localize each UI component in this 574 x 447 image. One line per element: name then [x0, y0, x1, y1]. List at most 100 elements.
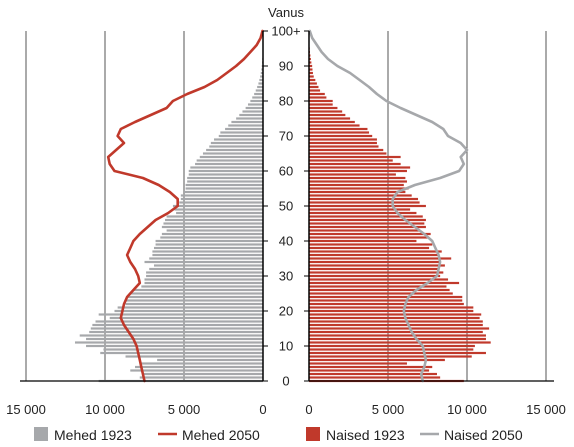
- bar-females-1923: [309, 187, 409, 190]
- bar-males-1923: [125, 302, 263, 306]
- bar-males-1923: [165, 218, 263, 222]
- left-x-tick-label: 5 000: [168, 402, 201, 417]
- line-males-2050: [106, 29, 264, 383]
- bar-females-1923: [309, 152, 387, 155]
- bar-females-1923: [309, 120, 355, 124]
- bar-females-1923: [309, 285, 447, 288]
- bar-males-1923: [98, 313, 264, 316]
- bar-males-1923: [210, 141, 263, 145]
- bar-females-1923: [309, 204, 426, 208]
- bar-males-1923: [220, 131, 263, 134]
- bar-females-1923: [309, 348, 474, 351]
- bar-males-1923: [146, 271, 263, 274]
- bar-females-1923: [309, 117, 351, 120]
- bar-males-1923: [188, 169, 263, 173]
- bar-females-1923: [309, 246, 430, 250]
- bar-males-1923: [185, 183, 263, 187]
- age-tick-label: 20: [279, 304, 293, 319]
- bar-males-1923: [141, 362, 263, 365]
- bar-males-1923: [133, 288, 263, 292]
- bar-males-1923: [185, 187, 263, 190]
- bar-females-1923: [309, 355, 472, 358]
- bar-males-1923: [247, 103, 263, 106]
- line-females-2050: [308, 29, 469, 383]
- bar-males-1923: [188, 173, 263, 176]
- right-x-tick-label: 15 000: [526, 402, 566, 417]
- bar-females-1923: [309, 176, 406, 180]
- bar-males-1923: [135, 365, 263, 369]
- bar-females-1923: [309, 232, 431, 236]
- bar-females-1923: [309, 201, 420, 204]
- bar-females-1923: [309, 292, 453, 295]
- legend-label-males-2050: Mehed 2050: [182, 427, 260, 443]
- bar-males-1923: [259, 78, 263, 82]
- bar-males-1923: [74, 341, 263, 344]
- bar-females-1923: [309, 190, 406, 194]
- bar-females-1923: [309, 127, 368, 131]
- bar-males-1923: [161, 232, 263, 236]
- bar-females-1923: [309, 183, 404, 187]
- bar-females-1923: [309, 138, 377, 141]
- bar-males-1923: [218, 134, 263, 138]
- bar-males-1923: [152, 250, 263, 253]
- right-x-tick-label: 5 000: [372, 402, 405, 417]
- bar-males-1923: [152, 253, 263, 257]
- bar-females-1923: [309, 281, 460, 285]
- bar-males-1923: [231, 120, 263, 124]
- age-tick-label: 50: [279, 199, 293, 214]
- bar-males-1923: [261, 68, 263, 71]
- bar-females-1923: [309, 274, 441, 278]
- axes: 15 000 10 000 5 000 0 0 5 000 10 000 15 000 0 10 2…: [6, 24, 566, 418]
- bar-males-1923: [86, 337, 263, 341]
- age-tick-label: 40: [279, 234, 293, 249]
- left-x-tick-label: 15 000: [6, 402, 46, 417]
- bar-males-1923: [202, 152, 263, 155]
- bar-males-1923: [130, 292, 263, 295]
- bar-males-1923: [79, 334, 263, 337]
- bar-females-1923: [309, 372, 437, 376]
- bars: [74, 29, 491, 383]
- bar-males-1923: [250, 99, 263, 103]
- bar-females-1923: [309, 351, 486, 355]
- bar-females-1923: [309, 239, 417, 243]
- age-tick-label: 0: [282, 374, 289, 389]
- bar-females-1923: [309, 257, 452, 260]
- bar-males-1923: [90, 327, 263, 330]
- bar-males-1923: [176, 211, 263, 215]
- bar-females-1923: [309, 288, 450, 292]
- legend-label-females-2050: Naised 2050: [444, 427, 523, 443]
- legend-label-males-1923: Mehed 1923: [54, 427, 132, 443]
- bar-females-1923: [309, 337, 486, 341]
- bar-males-1923: [144, 278, 263, 281]
- bar-males-1923: [130, 369, 263, 372]
- bar-females-1923: [309, 229, 420, 232]
- bar-females-1923: [309, 267, 439, 271]
- bar-females-1923: [309, 211, 417, 215]
- bar-males-1923: [214, 138, 263, 141]
- bar-males-1923: [95, 320, 264, 323]
- right-x-tick-label: 0: [305, 402, 312, 417]
- bar-females-1923: [309, 131, 370, 134]
- bar-males-1923: [153, 246, 263, 250]
- bar-males-1923: [258, 82, 263, 85]
- bar-females-1923: [309, 358, 445, 362]
- bar-females-1923: [309, 68, 313, 71]
- bar-females-1923: [309, 376, 441, 379]
- bar-males-1923: [114, 309, 263, 313]
- bar-females-1923: [309, 225, 426, 229]
- bar-males-1923: [149, 257, 263, 260]
- legend: Mehed 1923 Mehed 2050 Naised 1923 Naised…: [34, 427, 523, 443]
- age-tick-label: 60: [279, 164, 293, 179]
- bar-females-1923: [309, 208, 411, 211]
- bar-males-1923: [139, 376, 263, 379]
- bar-females-1923: [309, 295, 463, 299]
- bar-males-1923: [245, 106, 263, 110]
- bar-females-1923: [309, 89, 321, 92]
- bar-males-1923: [109, 316, 264, 320]
- bar-females-1923: [309, 260, 441, 264]
- legend-label-females-1923: Naised 1923: [326, 427, 405, 443]
- bar-males-1923: [166, 215, 263, 218]
- bar-males-1923: [209, 145, 263, 148]
- bar-females-1923: [309, 148, 384, 152]
